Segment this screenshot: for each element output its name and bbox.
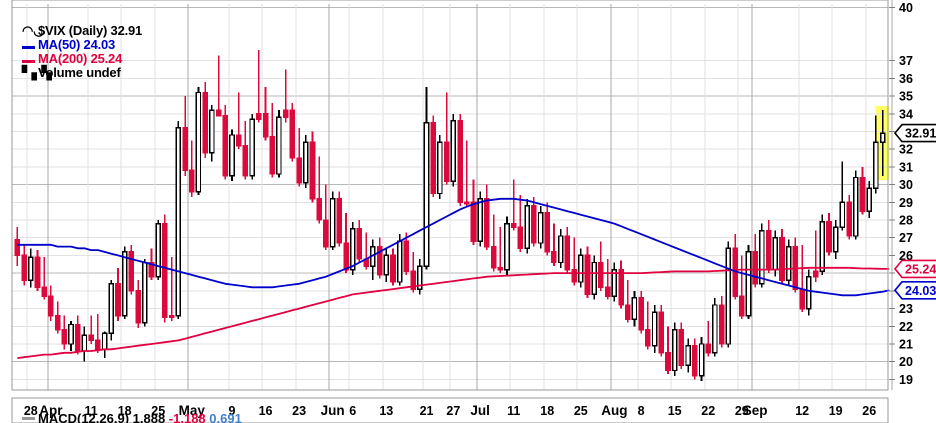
legend-ma200-row[interactable]: MA(200) 25.24: [22, 52, 142, 66]
svg-text:26: 26: [899, 249, 913, 263]
svg-text:29: 29: [735, 404, 749, 418]
svg-text:6: 6: [349, 404, 356, 418]
macd-label: MACD(12,26,9) 1.888: [38, 411, 166, 423]
svg-text:21: 21: [899, 337, 913, 351]
macd-hist-value: 0.691: [209, 411, 242, 423]
svg-text:34: 34: [899, 107, 913, 121]
legend-ma200-label: MA(200) 25.24: [38, 51, 123, 66]
svg-text:36: 36: [899, 72, 913, 86]
svg-text:May: May: [179, 403, 206, 418]
svg-text:25: 25: [574, 404, 588, 418]
svg-text:27: 27: [899, 231, 913, 245]
svg-text:27: 27: [446, 404, 460, 418]
svg-text:29: 29: [899, 196, 913, 210]
volume-bars-icon: ▘▖▚: [22, 65, 52, 80]
svg-text:15: 15: [668, 404, 682, 418]
svg-text:Sep: Sep: [743, 403, 768, 418]
svg-text:28: 28: [899, 214, 913, 228]
svg-text:8: 8: [638, 404, 645, 418]
svg-text:30: 30: [899, 178, 913, 192]
plot-frame: [11, 0, 889, 423]
svg-text:Aug: Aug: [601, 403, 627, 418]
svg-text:31: 31: [899, 160, 913, 174]
chart-gridlines: [12, 4, 888, 390]
ma200-line: [17, 266, 890, 359]
svg-text:19: 19: [899, 373, 913, 387]
svg-text:13: 13: [379, 404, 393, 418]
candlestick-series[interactable]: [14, 50, 886, 382]
svg-text:11: 11: [507, 404, 520, 418]
svg-text:18: 18: [118, 404, 132, 418]
ma200-tag[interactable]: 25.24: [893, 259, 936, 279]
svg-text:23: 23: [292, 404, 306, 418]
ma50-line: [17, 197, 890, 297]
svg-text:21: 21: [420, 404, 434, 418]
ma50-swatch-icon: [22, 38, 35, 52]
svg-text:22: 22: [899, 320, 913, 334]
svg-text:22: 22: [701, 404, 715, 418]
svg-text:24.03: 24.03: [905, 284, 936, 298]
legend-volume-label: Volume undef: [38, 65, 121, 80]
svg-text:40: 40: [899, 1, 913, 15]
svg-text:11: 11: [85, 404, 98, 418]
macd-signal-value: -1.188: [168, 411, 206, 423]
svg-text:12: 12: [795, 404, 809, 418]
legend-volume-row[interactable]: ▘▖▚ Volume undef: [22, 66, 142, 80]
svg-text:23: 23: [899, 302, 913, 316]
svg-text:16: 16: [259, 404, 273, 418]
candlestick-icon: ◠◡: [22, 23, 45, 38]
svg-text:Jul: Jul: [470, 403, 490, 418]
chart-legend: ◠◡ $VIX (Daily) 32.91 MA(50) 24.03 MA(20…: [22, 24, 142, 80]
svg-text:37: 37: [899, 54, 913, 68]
svg-text:9: 9: [229, 404, 236, 418]
svg-text:20: 20: [899, 355, 913, 369]
svg-text:32.91: 32.91: [905, 127, 936, 141]
svg-text:25.24: 25.24: [905, 262, 936, 276]
legend-symbol-label: $VIX (Daily) 32.91: [38, 23, 143, 38]
legend-symbol-row[interactable]: ◠◡ $VIX (Daily) 32.91: [22, 24, 142, 38]
svg-text:Jun: Jun: [321, 403, 345, 418]
svg-text:28: 28: [24, 404, 38, 418]
ma200-swatch-icon: [22, 52, 35, 66]
ma50-tag[interactable]: 24.03: [893, 281, 936, 300]
svg-text:35: 35: [899, 90, 913, 104]
price-axis[interactable]: 40 37 36 35 34 32 31 30 29 28 27 26 23 22 21 20 19: [889, 0, 913, 390]
svg-text:19: 19: [829, 404, 843, 418]
date-axis[interactable]: 28 Apr 11 18 25 May 9 16 23 Jun 6 13 21 27 Jul 11 18 25 Au…: [24, 403, 876, 418]
macd-swatch-icon: [22, 417, 35, 420]
svg-text:18: 18: [540, 404, 554, 418]
svg-text:26: 26: [862, 404, 876, 418]
macd-indicator-legend[interactable]: MACD(12,26,9) 1.888 -1.188 0.691: [22, 411, 242, 423]
price-tags[interactable]: 32.91 25.24 24.03: [893, 123, 936, 300]
svg-text:32: 32: [899, 143, 913, 157]
last-price-tag[interactable]: 32.91: [893, 123, 936, 143]
svg-text:Apr: Apr: [39, 403, 63, 418]
svg-text:25: 25: [151, 404, 165, 418]
legend-ma50-label: MA(50) 24.03: [38, 37, 116, 52]
legend-ma50-row[interactable]: MA(50) 24.03: [22, 38, 142, 52]
